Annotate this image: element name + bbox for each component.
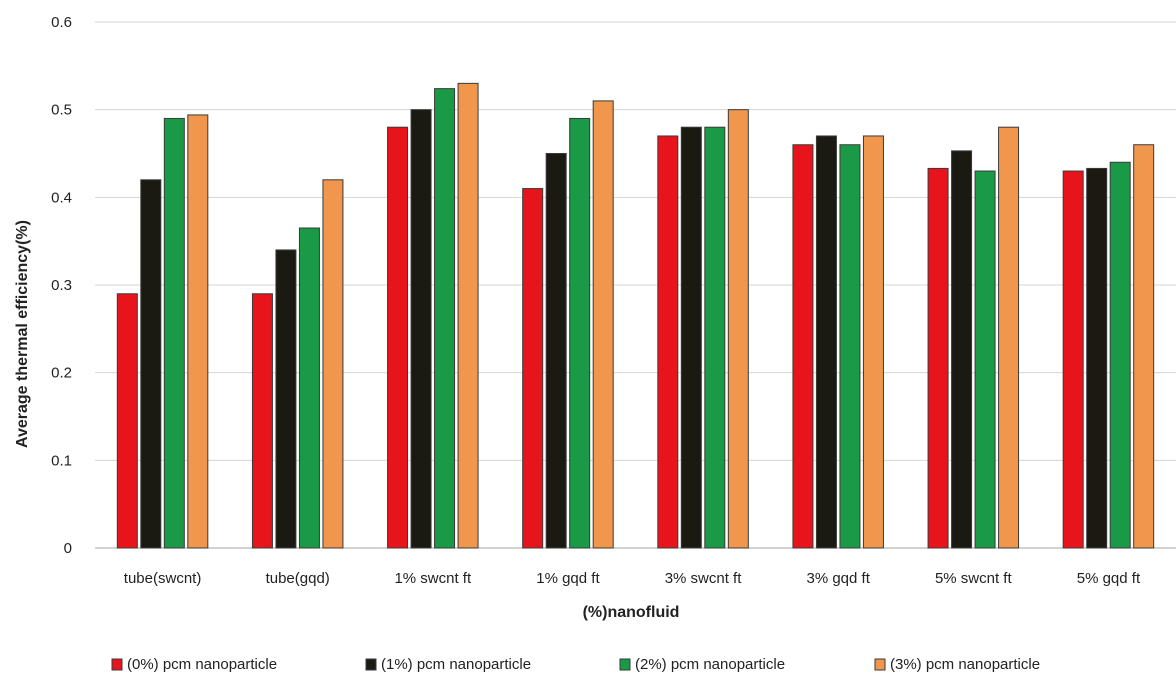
bar xyxy=(592,100,614,549)
bar xyxy=(862,135,884,549)
bar xyxy=(657,135,679,549)
legend-swatch xyxy=(365,658,377,671)
bar xyxy=(251,293,273,549)
bar xyxy=(163,117,185,549)
x-tick-label: 1% gqd ft xyxy=(536,570,600,587)
bar xyxy=(792,144,814,549)
bar xyxy=(410,109,432,549)
bar xyxy=(704,126,726,549)
bar xyxy=(1109,161,1131,549)
bar xyxy=(545,153,567,549)
bar xyxy=(140,179,162,549)
bar xyxy=(727,109,749,549)
y-tick-label: 0.1 xyxy=(51,452,72,469)
legend-swatch xyxy=(111,658,123,671)
bar xyxy=(116,293,138,549)
bar xyxy=(298,227,320,549)
bar xyxy=(927,167,949,549)
bar xyxy=(387,126,409,549)
y-tick-label: 0.5 xyxy=(51,102,72,119)
x-tick-label: 3% swcnt ft xyxy=(665,570,743,587)
bar xyxy=(998,126,1020,549)
y-tick-label: 0.4 xyxy=(51,189,72,206)
bar xyxy=(522,188,544,549)
bars xyxy=(116,82,1155,549)
x-axis-title: (%)nanofluid xyxy=(583,604,680,621)
bar xyxy=(457,82,479,549)
y-axis-title: Average thermal efficiency(%) xyxy=(14,220,31,448)
x-tick-label: 1% swcnt ft xyxy=(394,570,472,587)
legend-label: (0%) pcm nanoparticle xyxy=(127,656,277,673)
legend-label: (2%) pcm nanoparticle xyxy=(635,656,785,673)
x-tick-label: tube(swcnt) xyxy=(124,570,202,587)
legend-label: (1%) pcm nanoparticle xyxy=(381,656,531,673)
bar xyxy=(322,179,344,549)
x-axis-tick-labels: tube(swcnt) tube(gqd) 1% swcnt ft 1% gqd ft… xyxy=(124,570,1141,587)
bar xyxy=(434,88,456,549)
bar xyxy=(1133,144,1155,549)
y-tick-label: 0 xyxy=(64,540,72,557)
bar xyxy=(951,150,973,549)
x-tick-label: 5% gqd ft xyxy=(1077,570,1141,587)
gridlines xyxy=(95,21,1176,549)
legend-label: (3%) pcm nanoparticle xyxy=(890,656,1040,673)
bar xyxy=(275,249,297,549)
y-tick-label: 0.6 xyxy=(51,14,72,31)
bar xyxy=(815,135,837,549)
x-tick-label: 3% gqd ft xyxy=(806,570,870,587)
bar xyxy=(569,117,591,549)
bar xyxy=(1062,170,1084,549)
legend-swatch xyxy=(874,658,886,671)
y-tick-label: 0.2 xyxy=(51,365,72,382)
bar xyxy=(680,126,702,549)
x-tick-label: tube(gqd) xyxy=(266,570,330,587)
x-tick-label: 5% swcnt ft xyxy=(935,570,1013,587)
bar xyxy=(974,170,996,549)
bar xyxy=(839,144,861,549)
y-axis-tick-labels: 0 0.1 0.2 0.3 0.4 0.5 0.6 xyxy=(51,14,72,557)
legend: (0%) pcm nanoparticle (1%) pcm nanopartic… xyxy=(111,656,1040,673)
bar xyxy=(187,114,209,549)
y-tick-label: 0.3 xyxy=(51,277,72,294)
legend-swatch xyxy=(619,658,631,671)
bar xyxy=(1086,167,1108,549)
